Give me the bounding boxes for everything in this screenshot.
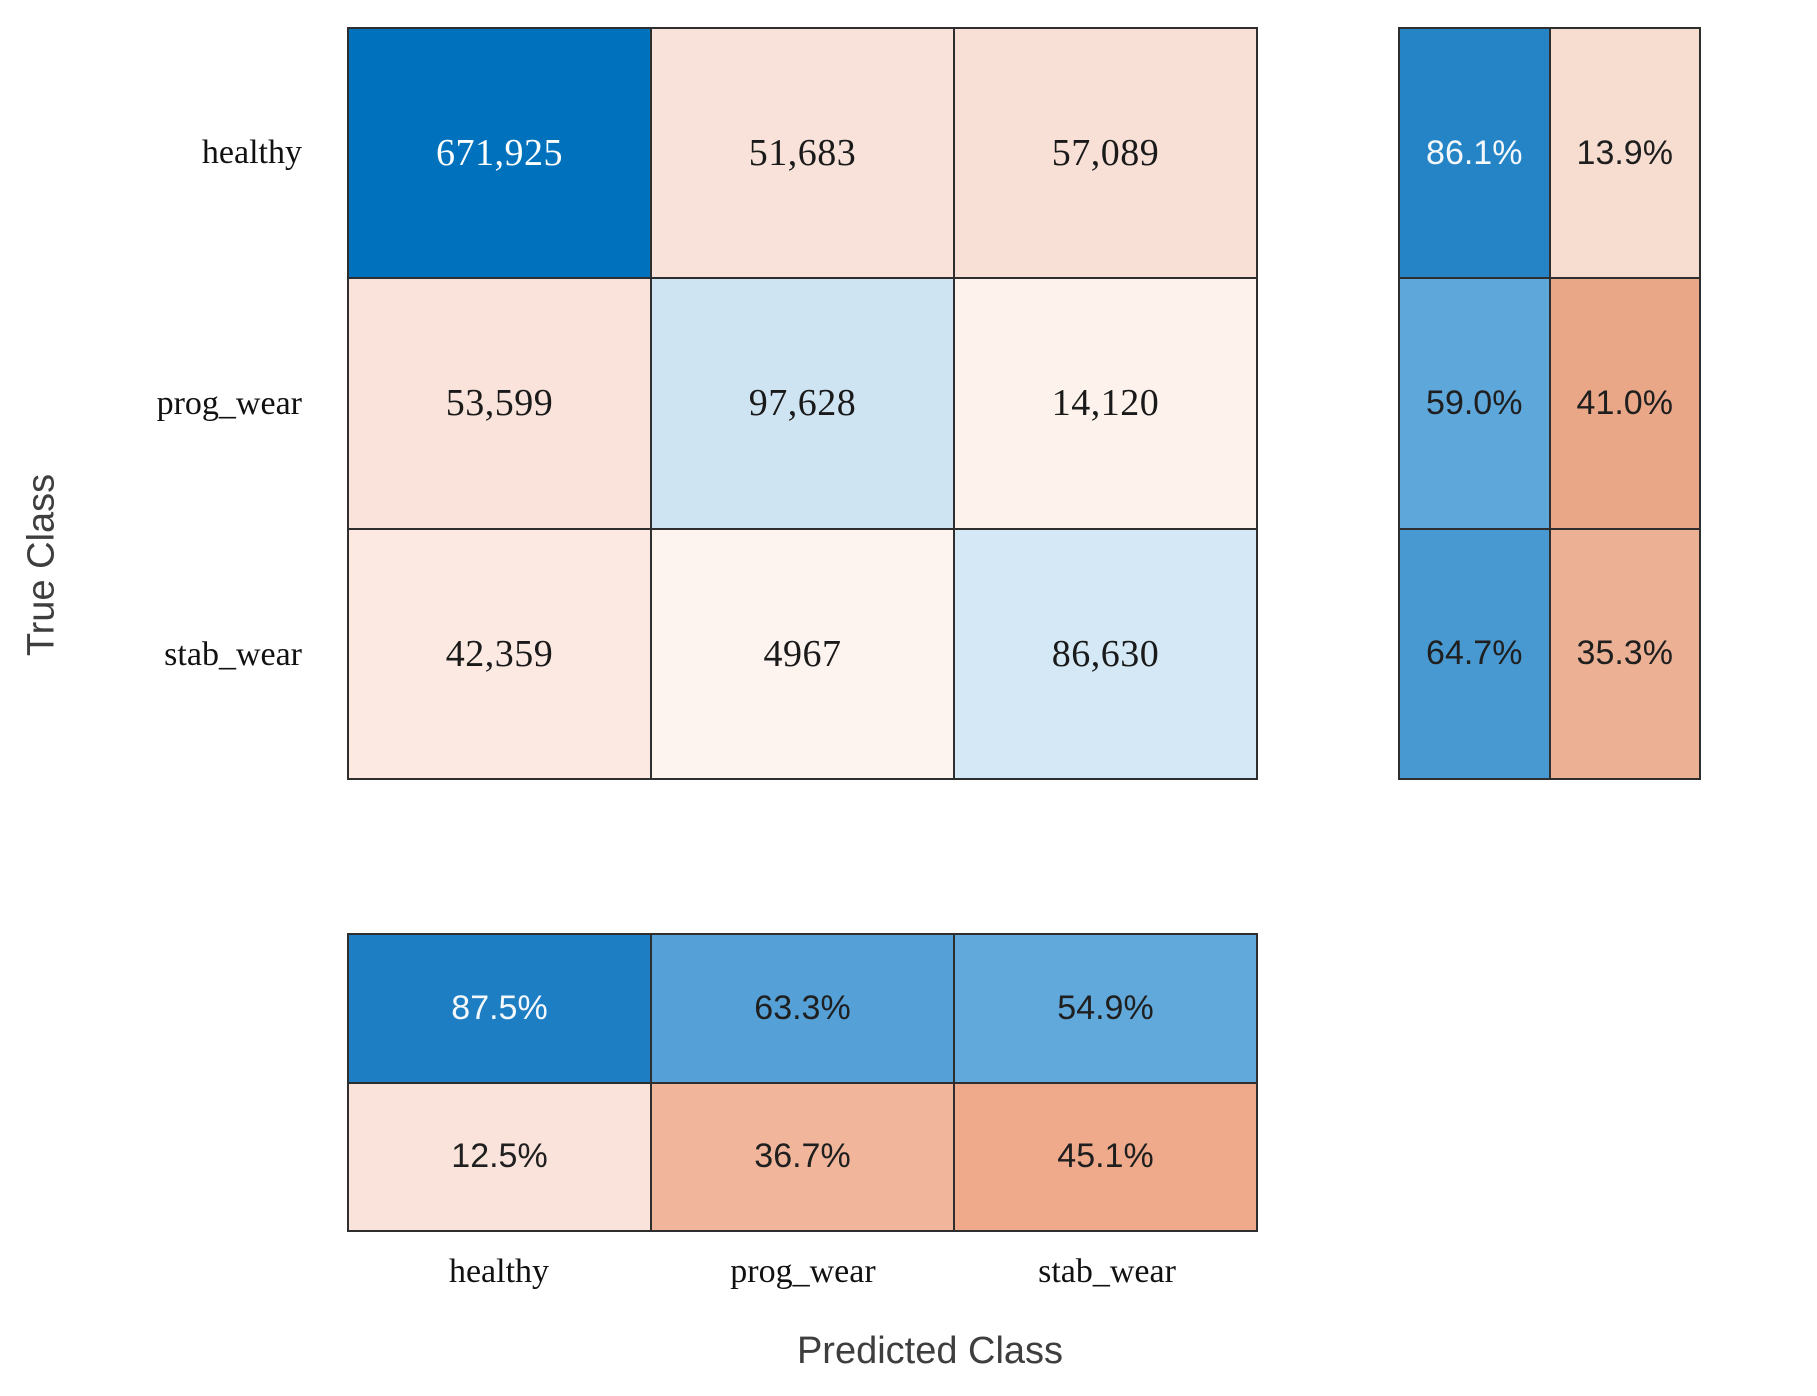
row-summary-matrix: 86.1% 13.9% 59.0% 41.0% 64.7% 35.3% <box>1398 27 1701 780</box>
matrix-cell: 671,925 <box>349 29 650 278</box>
col-tick-healthy: healthy <box>448 1253 550 1290</box>
col-tick-stab-wear: stab_wear <box>1038 1253 1176 1290</box>
x-axis-label: Predicted Class <box>796 1330 1064 1372</box>
confusion-count-matrix: 671,925 51,683 57,089 53,599 97,628 14,120 42,… <box>347 27 1258 780</box>
column-summary-cell: 36.7% <box>652 1083 953 1230</box>
row-summary-cell: 41.0% <box>1550 279 1699 528</box>
row-tick-prog-wear: prog_wear <box>156 385 302 422</box>
matrix-cell: 4967 <box>652 529 953 778</box>
column-summary-cell: 54.9% <box>955 935 1256 1082</box>
col-tick-prog-wear: prog_wear <box>730 1253 876 1290</box>
matrix-cell: 53,599 <box>349 279 650 528</box>
matrix-cell: 51,683 <box>652 29 953 278</box>
column-summary-matrix: 87.5% 63.3% 54.9% 12.5% 36.7% 45.1% <box>347 933 1258 1232</box>
column-summary-cell: 87.5% <box>349 935 650 1082</box>
row-tick-healthy: healthy <box>201 134 302 171</box>
row-summary-cell: 35.3% <box>1550 529 1699 778</box>
column-summary-cell: 12.5% <box>349 1083 650 1230</box>
matrix-cell: 42,359 <box>349 529 650 778</box>
y-axis-label-text: True Class <box>20 473 63 657</box>
row-summary-cell: 59.0% <box>1400 279 1549 528</box>
matrix-cell: 57,089 <box>955 29 1256 278</box>
column-summary-cell: 45.1% <box>955 1083 1256 1230</box>
row-summary-cell: 86.1% <box>1400 29 1549 278</box>
matrix-cell: 14,120 <box>955 279 1256 528</box>
row-summary-cell: 13.9% <box>1550 29 1699 278</box>
matrix-cell: 97,628 <box>652 279 953 528</box>
column-summary-cell: 63.3% <box>652 935 953 1082</box>
row-summary-cell: 64.7% <box>1400 529 1549 778</box>
matrix-cell: 86,630 <box>955 529 1256 778</box>
row-tick-stab-wear: stab_wear <box>164 636 302 673</box>
